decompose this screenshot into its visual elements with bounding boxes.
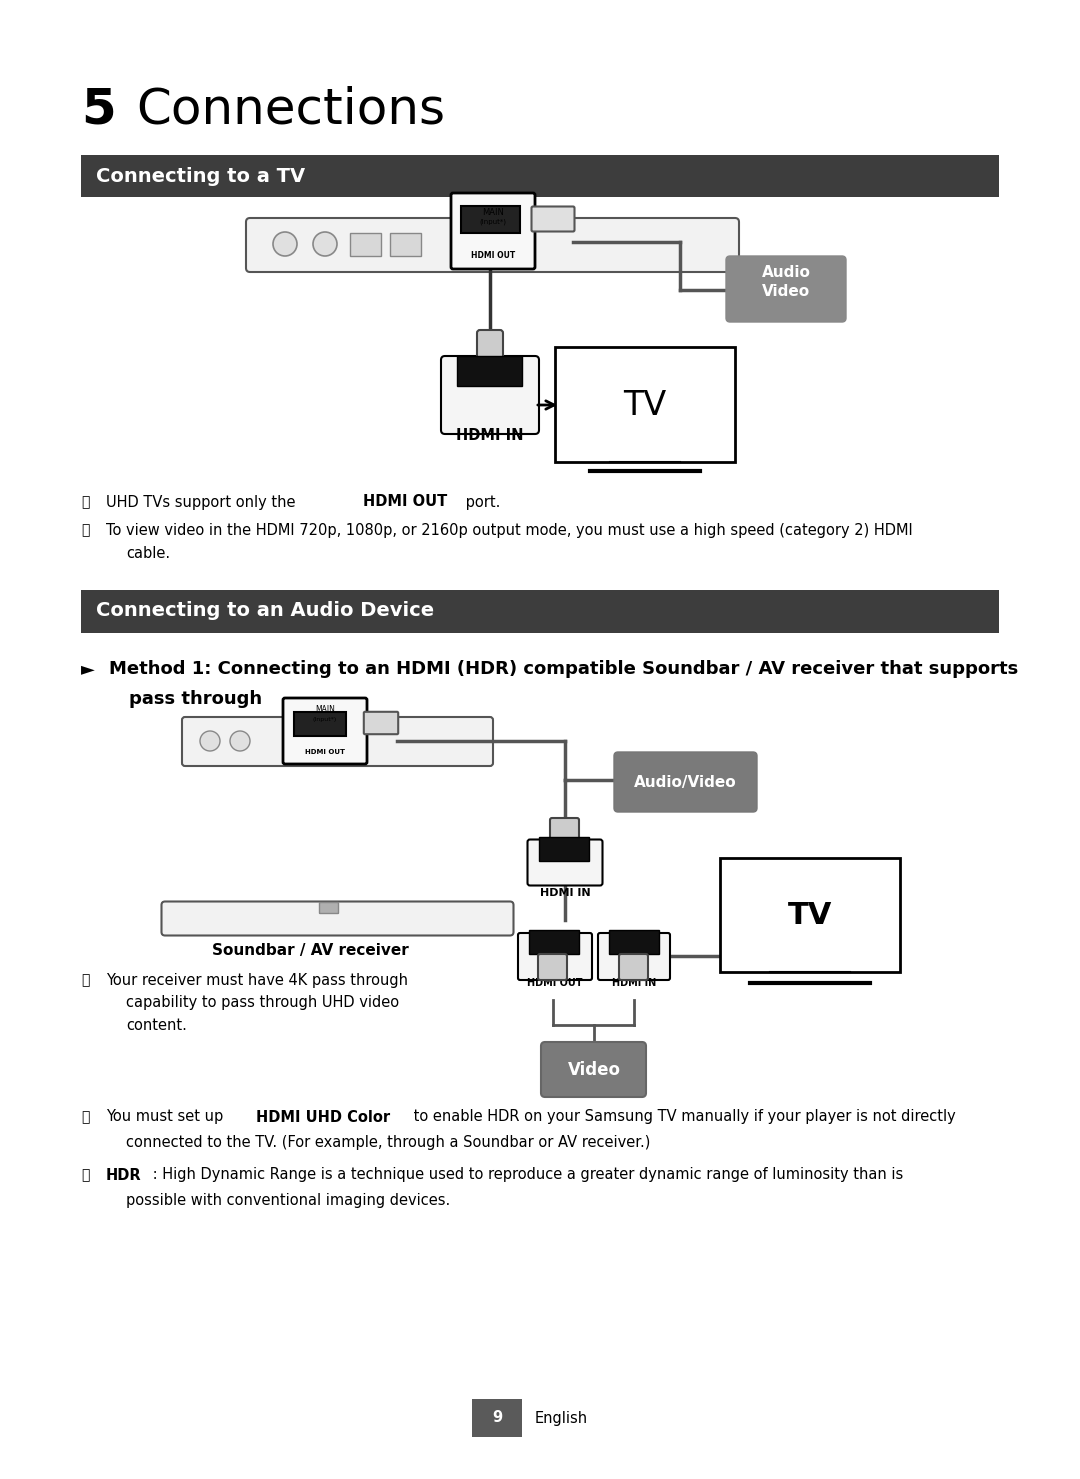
Text: ⑂: ⑂: [81, 495, 90, 509]
Text: Your receiver must have 4K pass through: Your receiver must have 4K pass through: [106, 973, 408, 988]
FancyBboxPatch shape: [81, 590, 999, 633]
FancyBboxPatch shape: [461, 206, 519, 234]
Text: HDMI OUT: HDMI OUT: [363, 494, 447, 509]
FancyBboxPatch shape: [539, 837, 589, 861]
Text: capability to pass through UHD video: capability to pass through UHD video: [126, 995, 400, 1010]
Text: ►: ►: [81, 660, 95, 677]
FancyBboxPatch shape: [598, 933, 670, 981]
Text: ⑂: ⑂: [81, 973, 90, 986]
Text: HDMI OUT: HDMI OUT: [471, 250, 515, 259]
Text: (Input*): (Input*): [480, 219, 507, 225]
Text: TV: TV: [787, 901, 833, 929]
FancyBboxPatch shape: [550, 818, 579, 845]
Text: HDMI OUT: HDMI OUT: [305, 748, 345, 754]
FancyBboxPatch shape: [283, 698, 367, 765]
Circle shape: [200, 731, 220, 751]
Text: HDMI IN: HDMI IN: [540, 887, 591, 898]
Text: TV: TV: [623, 389, 666, 422]
FancyBboxPatch shape: [390, 232, 420, 256]
Text: Method 1: Connecting to an HDMI (HDR) compatible Soundbar / AV receiver that sup: Method 1: Connecting to an HDMI (HDR) co…: [109, 660, 1018, 677]
FancyBboxPatch shape: [457, 356, 522, 386]
Text: MAIN: MAIN: [315, 705, 335, 714]
FancyBboxPatch shape: [477, 330, 503, 364]
FancyBboxPatch shape: [81, 155, 999, 197]
Text: 5: 5: [81, 84, 116, 133]
Text: connected to the TV. (For example, through a Soundbar or AV receiver.): connected to the TV. (For example, throu…: [126, 1134, 650, 1149]
FancyBboxPatch shape: [451, 192, 535, 269]
FancyBboxPatch shape: [541, 1043, 646, 1097]
Text: port.: port.: [461, 494, 500, 509]
Text: UHD TVs support only the: UHD TVs support only the: [106, 494, 300, 509]
Text: ⑂: ⑂: [81, 524, 90, 537]
FancyBboxPatch shape: [518, 933, 592, 981]
FancyBboxPatch shape: [619, 954, 648, 981]
FancyBboxPatch shape: [320, 902, 338, 914]
Text: cable.: cable.: [126, 546, 171, 561]
FancyBboxPatch shape: [527, 840, 603, 886]
FancyBboxPatch shape: [350, 232, 380, 256]
Text: to enable HDR on your Samsung TV manually if your player is not directly: to enable HDR on your Samsung TV manuall…: [409, 1109, 956, 1124]
Text: English: English: [535, 1411, 589, 1426]
Text: Connecting to an Audio Device: Connecting to an Audio Device: [96, 602, 434, 621]
Text: MAIN: MAIN: [482, 207, 504, 216]
FancyBboxPatch shape: [364, 711, 399, 734]
Text: To view video in the HDMI 720p, 1080p, or 2160p output mode, you must use a high: To view video in the HDMI 720p, 1080p, o…: [106, 522, 913, 537]
FancyBboxPatch shape: [246, 217, 739, 272]
Text: : High Dynamic Range is a technique used to reproduce a greater dynamic range of: : High Dynamic Range is a technique used…: [148, 1167, 903, 1183]
Text: Video: Video: [567, 1060, 621, 1080]
Text: HDMI OUT: HDMI OUT: [527, 978, 583, 988]
Text: 9: 9: [491, 1411, 502, 1426]
FancyBboxPatch shape: [615, 751, 757, 812]
FancyBboxPatch shape: [531, 207, 575, 232]
Text: HDR: HDR: [106, 1167, 141, 1183]
Text: ⑂: ⑂: [81, 1111, 90, 1124]
Circle shape: [273, 232, 297, 256]
FancyBboxPatch shape: [609, 930, 659, 954]
FancyBboxPatch shape: [720, 858, 900, 972]
Text: Audio
Video: Audio Video: [761, 265, 810, 299]
Text: HDMI IN: HDMI IN: [456, 427, 524, 442]
Text: pass through: pass through: [129, 691, 262, 708]
FancyBboxPatch shape: [555, 348, 735, 461]
Text: Connections: Connections: [136, 84, 445, 133]
Text: content.: content.: [126, 1019, 187, 1034]
FancyBboxPatch shape: [162, 902, 513, 936]
Circle shape: [230, 731, 249, 751]
Text: Connecting to a TV: Connecting to a TV: [96, 167, 306, 185]
FancyBboxPatch shape: [538, 954, 567, 981]
Circle shape: [313, 232, 337, 256]
Text: possible with conventional imaging devices.: possible with conventional imaging devic…: [126, 1192, 450, 1207]
Text: HDMI UHD Color: HDMI UHD Color: [256, 1109, 390, 1124]
FancyBboxPatch shape: [183, 717, 492, 766]
Text: (Input*): (Input*): [313, 716, 337, 722]
FancyBboxPatch shape: [294, 711, 346, 737]
Text: HDMI IN: HDMI IN: [612, 978, 657, 988]
FancyBboxPatch shape: [529, 930, 579, 954]
FancyBboxPatch shape: [472, 1399, 522, 1438]
FancyBboxPatch shape: [726, 256, 846, 322]
Text: ⑂: ⑂: [81, 1168, 90, 1182]
Text: Soundbar / AV receiver: Soundbar / AV receiver: [212, 942, 408, 957]
Text: Audio/Video: Audio/Video: [634, 775, 737, 790]
FancyBboxPatch shape: [441, 356, 539, 433]
Text: You must set up: You must set up: [106, 1109, 228, 1124]
